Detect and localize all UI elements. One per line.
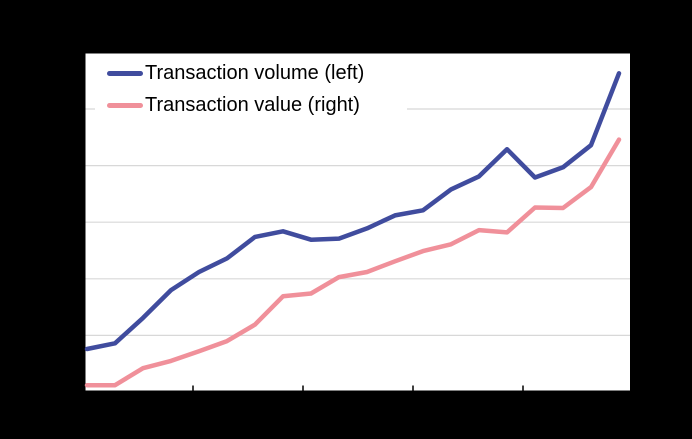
legend-item-value: Transaction value (right) xyxy=(95,89,407,121)
volume-line-series xyxy=(84,71,622,352)
legend-label-volume: Transaction volume (left) xyxy=(145,62,365,84)
value-line-swatch xyxy=(107,102,143,108)
value-line-series xyxy=(84,137,622,388)
legend-label-value: Transaction value (right) xyxy=(145,94,360,116)
volume-line-swatch xyxy=(107,70,143,76)
legend-item-volume: Transaction volume (left) xyxy=(95,57,407,89)
legend: Transaction volume (left) Transaction va… xyxy=(95,57,407,121)
